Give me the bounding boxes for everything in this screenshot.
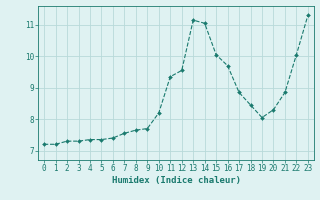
X-axis label: Humidex (Indice chaleur): Humidex (Indice chaleur)	[111, 176, 241, 185]
